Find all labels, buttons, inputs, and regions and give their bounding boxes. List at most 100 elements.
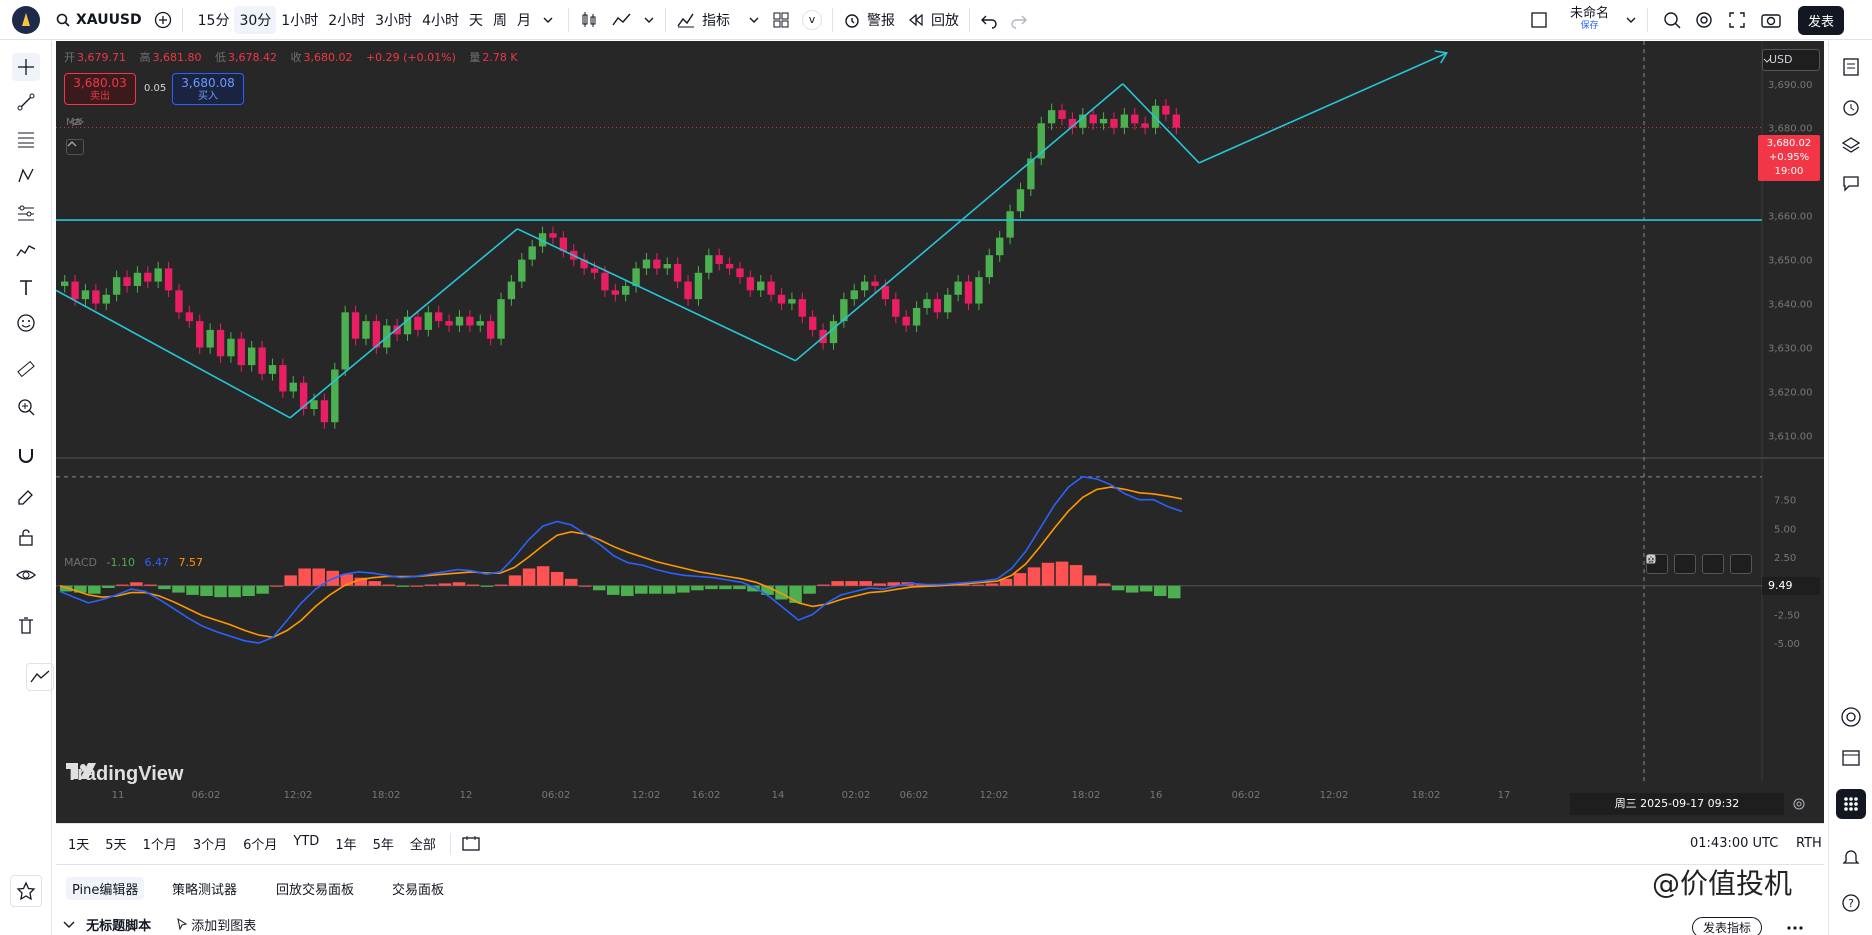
sell-button[interactable]: 3,680.03 卖出 (64, 73, 136, 105)
target-button[interactable] (1837, 703, 1865, 731)
symbol-search[interactable]: XAUUSD (50, 0, 148, 40)
publish-indicator-button[interactable]: 发表指标 (1692, 917, 1763, 935)
utc-clock[interactable]: 01:43:00 UTC (1690, 836, 1779, 851)
watchlist-button[interactable] (1837, 53, 1865, 81)
delete-pane-button[interactable] (1647, 554, 1696, 574)
eye-off-icon[interactable] (70, 117, 84, 127)
lock-icon (19, 529, 33, 546)
user-avatar[interactable] (12, 5, 40, 34)
range-2[interactable]: 1个月 (142, 838, 177, 853)
timeframe-2[interactable]: 1小时 (281, 12, 319, 29)
help-button[interactable]: ? (1837, 889, 1865, 917)
buy-button[interactable]: 3,680.08 买入 (172, 73, 244, 105)
templates-button[interactable]: v (766, 0, 828, 40)
delete-tool[interactable] (12, 611, 40, 639)
camera-icon[interactable] (1760, 11, 1782, 29)
gear-icon[interactable] (1694, 10, 1714, 30)
ma-indicator-label[interactable]: MA (66, 117, 84, 128)
undo-button[interactable] (974, 0, 1004, 40)
macd-hist-bar (747, 585, 760, 592)
script-dropdown[interactable]: 无标题脚本 (62, 915, 151, 934)
redo-button[interactable] (1004, 0, 1034, 40)
range-0[interactable]: 1天 (68, 838, 90, 853)
ruler-tool[interactable] (12, 355, 40, 383)
range-6[interactable]: 1年 (335, 838, 357, 853)
collapse-pane-button[interactable] (1646, 554, 1724, 574)
replay-button[interactable]: 回放 (901, 0, 965, 40)
calendar-icon (1842, 750, 1860, 766)
collapse-legend-button[interactable] (66, 139, 84, 155)
candle-body (580, 259, 588, 269)
text-tool[interactable] (12, 273, 40, 301)
emoji-tool[interactable] (12, 309, 40, 337)
settings-small-icon[interactable] (1792, 797, 1806, 811)
apps-button[interactable] (1836, 789, 1866, 819)
add-to-chart-button[interactable]: 添加到图表 (177, 915, 256, 934)
chart-type-button[interactable] (573, 0, 605, 40)
line-chart-button[interactable] (605, 0, 661, 40)
lock-tool[interactable] (12, 523, 40, 551)
publish-button[interactable]: 发表 (1798, 5, 1845, 35)
range-3[interactable]: 3个月 (192, 838, 228, 853)
macd-hist-bar (312, 568, 325, 586)
maximize-pane-button[interactable] (1646, 554, 1752, 574)
crosshair-tool[interactable] (12, 53, 40, 81)
tab-pine-editor[interactable]: Pine编辑器 (66, 877, 145, 900)
timeframe-7[interactable]: 周 (492, 12, 507, 29)
trendline-tool[interactable] (12, 88, 40, 116)
tab-strategy-tester[interactable]: 策略测试器 (172, 883, 238, 898)
range-5[interactable]: YTD (293, 834, 320, 849)
alert-button[interactable]: 警报 (837, 0, 901, 40)
layers-icon (1841, 137, 1861, 153)
calendar-button[interactable] (1837, 743, 1865, 771)
v-badge[interactable]: v (801, 9, 822, 30)
more-dots-icon[interactable] (1786, 925, 1804, 931)
range-7[interactable]: 5年 (372, 838, 394, 853)
candle-body (362, 321, 370, 339)
favorites-button[interactable] (10, 875, 42, 907)
forecast-tool[interactable] (12, 199, 40, 227)
fib-tool[interactable] (12, 125, 40, 153)
range-4[interactable]: 6个月 (243, 838, 278, 853)
rth-toggle[interactable]: RTH (1796, 836, 1822, 851)
compare-add-button[interactable] (148, 0, 178, 40)
range-1[interactable]: 5天 (105, 838, 127, 853)
magnet-tool[interactable] (12, 441, 40, 469)
timeframe-5[interactable]: 4小时 (422, 12, 459, 29)
range-8[interactable]: 全部 (409, 838, 436, 853)
chart-canvas[interactable]: 3,690.003,680.003,670.003,660.003,650.00… (56, 41, 1824, 823)
chat-button[interactable] (1837, 169, 1865, 197)
layers-button[interactable] (1837, 131, 1865, 159)
visibility-tool[interactable] (12, 561, 40, 589)
macd-hist-bar (186, 585, 199, 595)
tab-replay-trading[interactable]: 回放交易面板 (276, 883, 355, 898)
quick-search-icon[interactable] (1662, 10, 1682, 30)
alerts-panel-button[interactable] (1837, 93, 1865, 121)
timeframe-8[interactable]: 月 (516, 12, 531, 29)
indicators-button[interactable]: 指标 (670, 0, 766, 40)
chevron-down-icon[interactable] (542, 14, 554, 26)
currency-selector[interactable]: USD (1762, 49, 1820, 71)
timeframe-6[interactable]: 天 (468, 12, 483, 29)
zoom-tool[interactable] (12, 393, 40, 421)
open-label: 开 (64, 51, 75, 64)
script-row: 无标题脚本 添加到图表 (62, 915, 256, 934)
timeframe-4[interactable]: 3小时 (375, 12, 413, 29)
magnet-icon (19, 449, 33, 463)
layout-square-icon[interactable] (1530, 11, 1548, 29)
notifications-button[interactable] (1837, 843, 1865, 871)
time-tick-11: 12:02 (980, 790, 1009, 801)
low-label: 低 (214, 51, 226, 64)
object-tree-tool[interactable] (26, 663, 54, 691)
lock-pencil-tool[interactable] (12, 483, 40, 511)
timeframe-3[interactable]: 2小时 (328, 12, 366, 29)
date-range-icon[interactable] (461, 834, 481, 854)
brush-tool[interactable] (12, 237, 40, 265)
pattern-tool[interactable] (12, 162, 40, 190)
layout-name[interactable]: 未命名 保存 (1570, 6, 1610, 31)
timeframe-0[interactable]: 15分 (197, 12, 230, 29)
timeframe-1[interactable]: 30分 (234, 5, 277, 34)
tab-trading-panel[interactable]: 交易面板 (392, 883, 445, 898)
fullscreen-icon[interactable] (1728, 11, 1746, 29)
chevron-down-icon[interactable] (1625, 14, 1637, 26)
